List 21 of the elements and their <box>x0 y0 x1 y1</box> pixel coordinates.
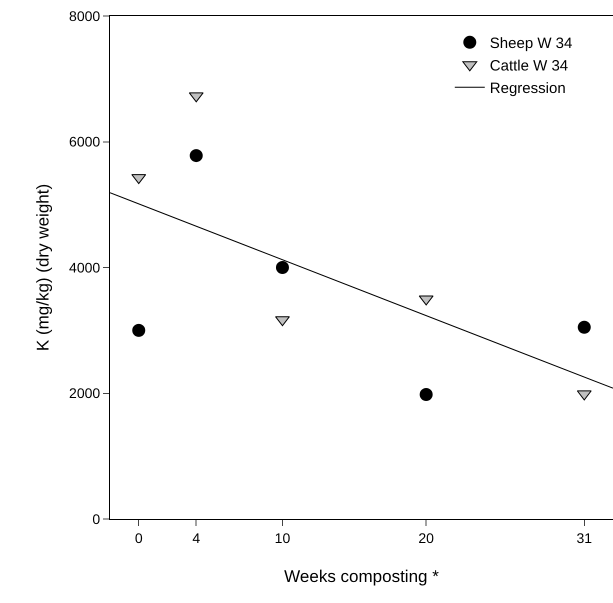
point <box>190 149 203 162</box>
x-tick-label: 4 <box>192 530 200 546</box>
y-tick-label: 4000 <box>69 259 100 276</box>
y-tick-label: 8000 <box>69 8 100 24</box>
y-tick-label: 6000 <box>69 134 100 150</box>
x-tick-label: 31 <box>576 530 592 546</box>
point <box>420 388 433 402</box>
y-axis-title: K (mg/kg) (dry weight) <box>34 184 53 352</box>
x-axis-title: Weeks composting * <box>284 567 440 586</box>
point <box>275 316 290 326</box>
x-tick-label: 20 <box>418 530 434 546</box>
legend-label: Sheep W 34 <box>490 35 572 52</box>
legend-label: Cattle W 34 <box>490 58 568 75</box>
legend-label: Regression <box>490 80 566 98</box>
point <box>276 261 289 274</box>
point <box>578 320 591 334</box>
y-tick-label: 2000 <box>69 385 100 402</box>
x-tick-label: 0 <box>134 530 143 546</box>
point <box>132 324 146 337</box>
x-tick-label: 10 <box>274 530 290 546</box>
y-tick-label: 0 <box>92 510 100 527</box>
